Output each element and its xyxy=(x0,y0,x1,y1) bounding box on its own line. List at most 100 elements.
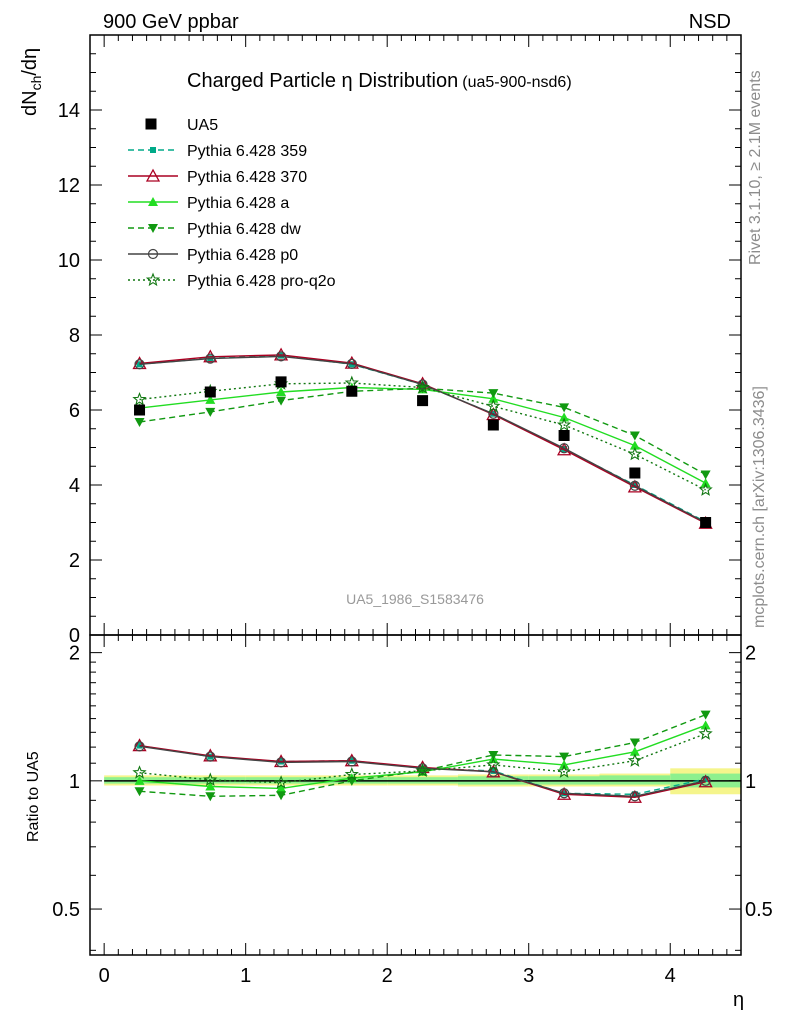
data-point xyxy=(417,395,429,407)
ratio-y-tick-label: 1 xyxy=(69,771,80,793)
ratio-series-point-3 xyxy=(205,792,216,802)
main-series-point-2 xyxy=(559,412,570,422)
x-tick-label: 0 xyxy=(99,965,110,987)
ratio-series-point-4 xyxy=(346,756,357,767)
main-series-point-3 xyxy=(488,389,499,399)
ratio-band-inner xyxy=(599,775,671,785)
ratio-series-point-4 xyxy=(700,775,711,786)
x-tick-label: 2 xyxy=(382,965,393,987)
data-point xyxy=(558,430,570,441)
main-series-point-2 xyxy=(276,387,287,396)
legend-label: Pythia 6.428 a xyxy=(187,195,289,212)
legend-label: Pythia 6.428 370 xyxy=(187,169,307,186)
main-y-tick-label: 10 xyxy=(58,250,80,272)
main-series-point-1 xyxy=(273,347,289,361)
ratio-series-point-5 xyxy=(273,775,289,789)
main-series-point-0 xyxy=(278,352,285,359)
ratio-series-point-3 xyxy=(559,752,570,762)
header-right: NSD xyxy=(689,11,731,33)
legend-label: Pythia 6.428 359 xyxy=(187,143,307,160)
data-point xyxy=(346,385,358,397)
ratio-series-point-5 xyxy=(486,757,501,772)
x-tick-label: 4 xyxy=(665,965,676,987)
main-series-point-3 xyxy=(276,396,287,406)
main-series-point-4 xyxy=(346,358,357,369)
main-series-point-5 xyxy=(132,392,147,406)
ratio-y-tick-label: 2 xyxy=(69,643,80,665)
main-series-line-5 xyxy=(139,382,706,491)
main-y-tick-label: 12 xyxy=(58,175,80,197)
ratio-series-point-5 xyxy=(203,772,218,787)
main-series-point-3 xyxy=(134,418,145,427)
ratio-series-point-0 xyxy=(490,767,497,774)
ratio-series-point-4 xyxy=(558,788,570,799)
main-y-tick-label: 0 xyxy=(69,625,80,647)
main-series-point-3 xyxy=(700,470,711,480)
legend-marker xyxy=(148,224,158,233)
data-point xyxy=(204,386,216,398)
legend-label: Pythia 6.428 p0 xyxy=(187,247,298,264)
main-y-tick-label: 6 xyxy=(69,400,80,422)
ratio-series-point-2 xyxy=(276,783,287,793)
data-point xyxy=(700,517,712,528)
main-series-point-3 xyxy=(559,403,570,413)
main-series-point-2 xyxy=(488,393,499,403)
main-series-point-5 xyxy=(698,482,713,496)
main-series-point-5 xyxy=(556,417,572,432)
ratio-series-point-3 xyxy=(629,738,640,748)
ratio-series-point-5 xyxy=(415,763,430,778)
ratio-series-point-4 xyxy=(205,751,216,762)
main-series-point-4 xyxy=(629,480,640,491)
main-series-point-5 xyxy=(627,446,643,461)
main-series-point-2 xyxy=(629,440,640,450)
ratio-y-tick-label-right: 1 xyxy=(745,771,756,793)
main-series-point-3 xyxy=(629,431,640,441)
main-y-tick-label: 8 xyxy=(69,325,80,347)
mcplots-label: mcplots.cern.ch [arXiv:1306.3436] xyxy=(751,386,768,628)
main-series-point-2 xyxy=(205,394,216,404)
ratio-y-tick-label-right: 2 xyxy=(745,643,756,665)
legend-label: UA5 xyxy=(187,117,218,134)
ratio-series-point-5 xyxy=(698,726,713,740)
chart-title-main: Charged Particle η Distribution xyxy=(187,70,458,92)
main-series-point-4 xyxy=(558,443,570,454)
main-series-point-4 xyxy=(134,359,145,370)
analysis-watermark: UA5_1986_S1583476 xyxy=(346,591,484,607)
main-series-point-5 xyxy=(415,380,430,394)
ratio-series-point-5 xyxy=(132,765,147,779)
main-series-line-4 xyxy=(139,355,706,524)
x-axis-label: η xyxy=(733,989,744,1011)
main-y-axis-label: dNch/dη xyxy=(19,48,44,116)
ratio-series-line-4 xyxy=(139,745,706,798)
ratio-series-point-2 xyxy=(700,720,711,730)
ratio-series-point-2 xyxy=(205,781,216,791)
ratio-series-point-0 xyxy=(631,791,638,798)
ratio-series-point-2 xyxy=(629,746,640,756)
main-series-point-5 xyxy=(344,375,359,390)
ratio-series-group xyxy=(132,710,713,803)
main-series-point-4 xyxy=(205,353,216,364)
legend-marker xyxy=(145,118,157,130)
data-point xyxy=(134,404,146,416)
legend-marker xyxy=(145,168,161,182)
main-y-tick-label: 4 xyxy=(69,475,80,497)
ratio-series-point-4 xyxy=(629,791,640,802)
data-point xyxy=(629,467,641,479)
header-left: 900 GeV ppbar xyxy=(103,11,239,33)
ratio-series-point-3 xyxy=(488,750,499,760)
x-tick-label: 3 xyxy=(523,965,534,987)
ratio-series-point-3 xyxy=(134,787,145,797)
legend: UA5 Pythia 6.428 359 Pythia 6.428 370 Pythi… xyxy=(128,117,336,290)
ratio-series-point-5 xyxy=(344,766,359,781)
main-series-group xyxy=(132,347,713,529)
rivet-version-label: Rivet 3.1.10, ≥ 2.1M events xyxy=(747,70,764,265)
ratio-series-point-5 xyxy=(627,753,643,767)
legend-marker xyxy=(150,147,156,153)
ratio-y-tick-label: 0.5 xyxy=(52,899,80,921)
ratio-y-axis-label: Ratio to UA5 xyxy=(25,751,42,842)
legend-marker xyxy=(145,272,161,287)
ratio-series-point-4 xyxy=(134,741,145,752)
data-point xyxy=(487,419,499,431)
